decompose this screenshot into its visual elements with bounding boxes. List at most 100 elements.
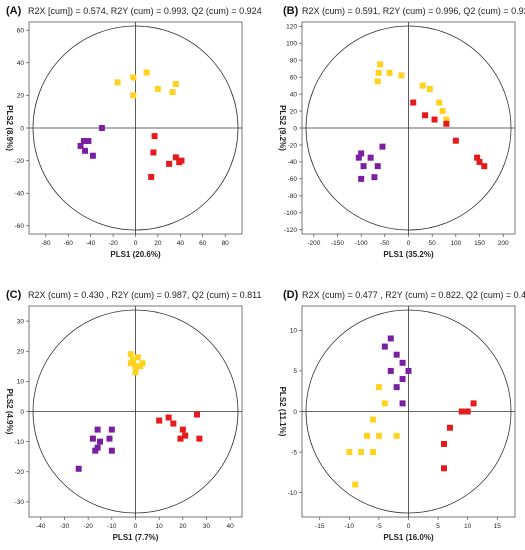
y-tick-label: 20 xyxy=(17,349,25,356)
hotelling-ellipse xyxy=(305,309,512,514)
x-axis-label: PLS1 (7.7%) xyxy=(113,533,159,542)
data-point-group-3 xyxy=(89,435,96,442)
y-tick-label: 10 xyxy=(17,379,25,386)
panel-letter: (C) xyxy=(6,289,22,301)
data-point-group-3 xyxy=(405,367,412,374)
data-point-group-2 xyxy=(474,154,481,161)
x-axis-label: PLS1 (16.0%) xyxy=(383,533,434,542)
data-point-group-2 xyxy=(182,432,189,439)
data-point-group-2 xyxy=(410,99,417,106)
data-point-group-1 xyxy=(364,432,371,439)
data-point-group-1 xyxy=(426,85,433,92)
y-tick-label: -40 xyxy=(15,191,25,198)
panel-4: (D) R2X (cum) = 0.477 , R2Y (cum) = 0.822… xyxy=(278,289,525,542)
y-tick-label: 5 xyxy=(293,368,297,375)
data-point-group-1 xyxy=(127,351,134,358)
x-axis-label: PLS1 (35.2%) xyxy=(383,250,434,259)
data-point-group-3 xyxy=(92,447,99,454)
y-tick-label: -60 xyxy=(288,176,298,183)
panel-title: R2X (cum) = 0.477 , R2Y (cum) = 0.822, Q… xyxy=(302,290,525,300)
x-tick-label: 150 xyxy=(474,240,485,247)
x-tick-label: 10 xyxy=(156,523,164,530)
data-point-group-3 xyxy=(75,465,82,472)
data-point-group-1 xyxy=(114,79,121,86)
data-point-group-3 xyxy=(108,426,115,433)
y-tick-label: 10 xyxy=(290,328,298,335)
data-point-group-2 xyxy=(441,440,447,447)
data-point-group-2 xyxy=(422,112,429,119)
data-point-group-3 xyxy=(97,438,103,445)
data-point-group-3 xyxy=(399,376,406,383)
data-point-group-1 xyxy=(352,481,359,488)
data-point-group-3 xyxy=(89,152,96,159)
x-tick-label: -15 xyxy=(315,523,325,530)
data-point-group-3 xyxy=(399,400,406,407)
y-tick-label: -20 xyxy=(15,158,25,165)
hotelling-ellipse xyxy=(32,25,239,231)
x-tick-label: 100 xyxy=(450,240,461,247)
data-point-group-2 xyxy=(179,426,186,433)
data-point-group-1 xyxy=(346,449,353,456)
x-tick-label: -100 xyxy=(355,240,368,247)
x-tick-label: 15 xyxy=(494,523,502,530)
data-point-group-2 xyxy=(446,424,453,431)
data-point-group-2 xyxy=(443,120,450,127)
data-point-group-3 xyxy=(85,138,92,145)
hotelling-ellipse xyxy=(305,25,512,231)
y-tick-label: 20 xyxy=(17,93,25,100)
x-tick-label: -20 xyxy=(108,240,118,247)
data-point-group-2 xyxy=(150,149,157,156)
y-tick-label: -10 xyxy=(15,439,25,446)
data-point-group-2 xyxy=(172,154,179,161)
data-point-group-3 xyxy=(98,125,105,131)
data-point-group-3 xyxy=(367,154,374,161)
data-point-group-1 xyxy=(375,384,382,391)
data-point-group-2 xyxy=(170,420,177,427)
data-point-group-1 xyxy=(370,416,376,423)
data-point-group-1 xyxy=(374,78,381,85)
x-tick-label: -200 xyxy=(307,240,320,247)
data-point-group-2 xyxy=(177,435,184,442)
data-point-group-1 xyxy=(377,61,384,68)
y-tick-label: 0 xyxy=(20,125,24,132)
x-tick-label: 40 xyxy=(177,240,185,247)
data-point-group-1 xyxy=(172,80,179,87)
y-tick-label: -40 xyxy=(288,159,298,166)
y-tick-label: -100 xyxy=(284,210,297,217)
data-point-group-1 xyxy=(419,82,426,89)
data-point-group-2 xyxy=(176,159,183,166)
data-point-group-3 xyxy=(355,154,362,161)
data-point-group-2 xyxy=(151,133,158,140)
x-tick-label: -10 xyxy=(345,523,355,530)
data-point-group-1 xyxy=(443,116,450,123)
y-tick-label: -30 xyxy=(15,499,25,506)
x-tick-label: 30 xyxy=(203,523,211,530)
data-point-group-1 xyxy=(436,99,443,106)
data-point-group-2 xyxy=(464,408,471,415)
data-point-group-1 xyxy=(439,108,446,115)
y-tick-label: 20 xyxy=(290,108,298,115)
x-tick-label: 200 xyxy=(498,240,509,247)
y-tick-label: 0 xyxy=(293,125,297,132)
data-point-group-2 xyxy=(148,173,155,180)
data-point-group-1 xyxy=(130,74,137,81)
data-point-group-1 xyxy=(130,357,137,364)
data-point-group-3 xyxy=(393,384,400,391)
data-point-group-1 xyxy=(169,89,176,96)
data-point-group-1 xyxy=(127,360,134,367)
data-point-group-1 xyxy=(375,69,382,76)
data-point-group-2 xyxy=(441,465,447,472)
x-axis-label: PLS1 (20.6%) xyxy=(110,250,161,259)
panel-letter: (D) xyxy=(283,289,299,301)
y-tick-label: -5 xyxy=(291,449,297,456)
data-point-group-3 xyxy=(360,163,367,170)
data-point-group-3 xyxy=(393,351,400,358)
x-tick-label: 0 xyxy=(134,523,138,530)
data-point-group-2 xyxy=(166,160,173,167)
y-tick-label: 0 xyxy=(20,409,24,416)
x-tick-label: 60 xyxy=(199,240,207,247)
data-point-group-1 xyxy=(134,354,141,361)
data-point-group-3 xyxy=(387,335,394,342)
y-axis-label: PLS2 (4.9%) xyxy=(5,389,14,435)
